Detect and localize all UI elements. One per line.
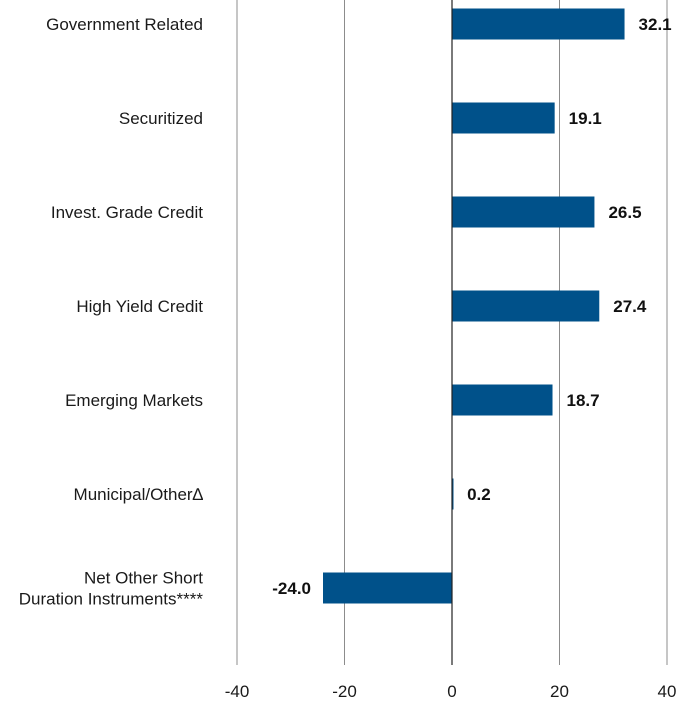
- x-tick-label: -20: [332, 682, 357, 701]
- category-label: Emerging Markets: [65, 391, 203, 410]
- gridlines: [236, 0, 668, 665]
- x-tick-label: 40: [658, 682, 677, 701]
- category-label: Municipal/Other∆: [74, 485, 204, 504]
- x-tick-label: -40: [225, 682, 250, 701]
- bar: [452, 8, 625, 40]
- value-label: 26.5: [608, 203, 641, 222]
- bars: [323, 8, 625, 604]
- bar: [452, 196, 595, 228]
- bar: [323, 572, 452, 604]
- x-tick-label: 20: [550, 682, 569, 701]
- bar: [452, 384, 553, 416]
- x-axis-tick-labels: -40 -20 0 20 40: [225, 682, 677, 701]
- value-label: 18.7: [567, 391, 600, 410]
- value-label: 27.4: [613, 297, 647, 316]
- category-label: Government Related: [46, 15, 203, 34]
- value-label: -24.0: [272, 579, 311, 598]
- value-label: 19.1: [569, 109, 602, 128]
- category-label: High Yield Credit: [76, 297, 203, 316]
- x-tick-label: 0: [447, 682, 456, 701]
- category-label: Invest. Grade Credit: [51, 203, 203, 222]
- bar: [452, 290, 600, 322]
- bar: [452, 478, 454, 510]
- value-label: 32.1: [639, 15, 672, 34]
- category-label: Net Other Short Duration Instruments****: [19, 569, 204, 609]
- category-label: Securitized: [119, 109, 203, 128]
- value-labels: 32.1 19.1 26.5 27.4 18.7 0.2 -24.0: [272, 15, 671, 598]
- category-labels: Government Related Securitized Invest. Gra…: [19, 15, 204, 609]
- bar: [452, 102, 555, 134]
- value-label: 0.2: [467, 485, 491, 504]
